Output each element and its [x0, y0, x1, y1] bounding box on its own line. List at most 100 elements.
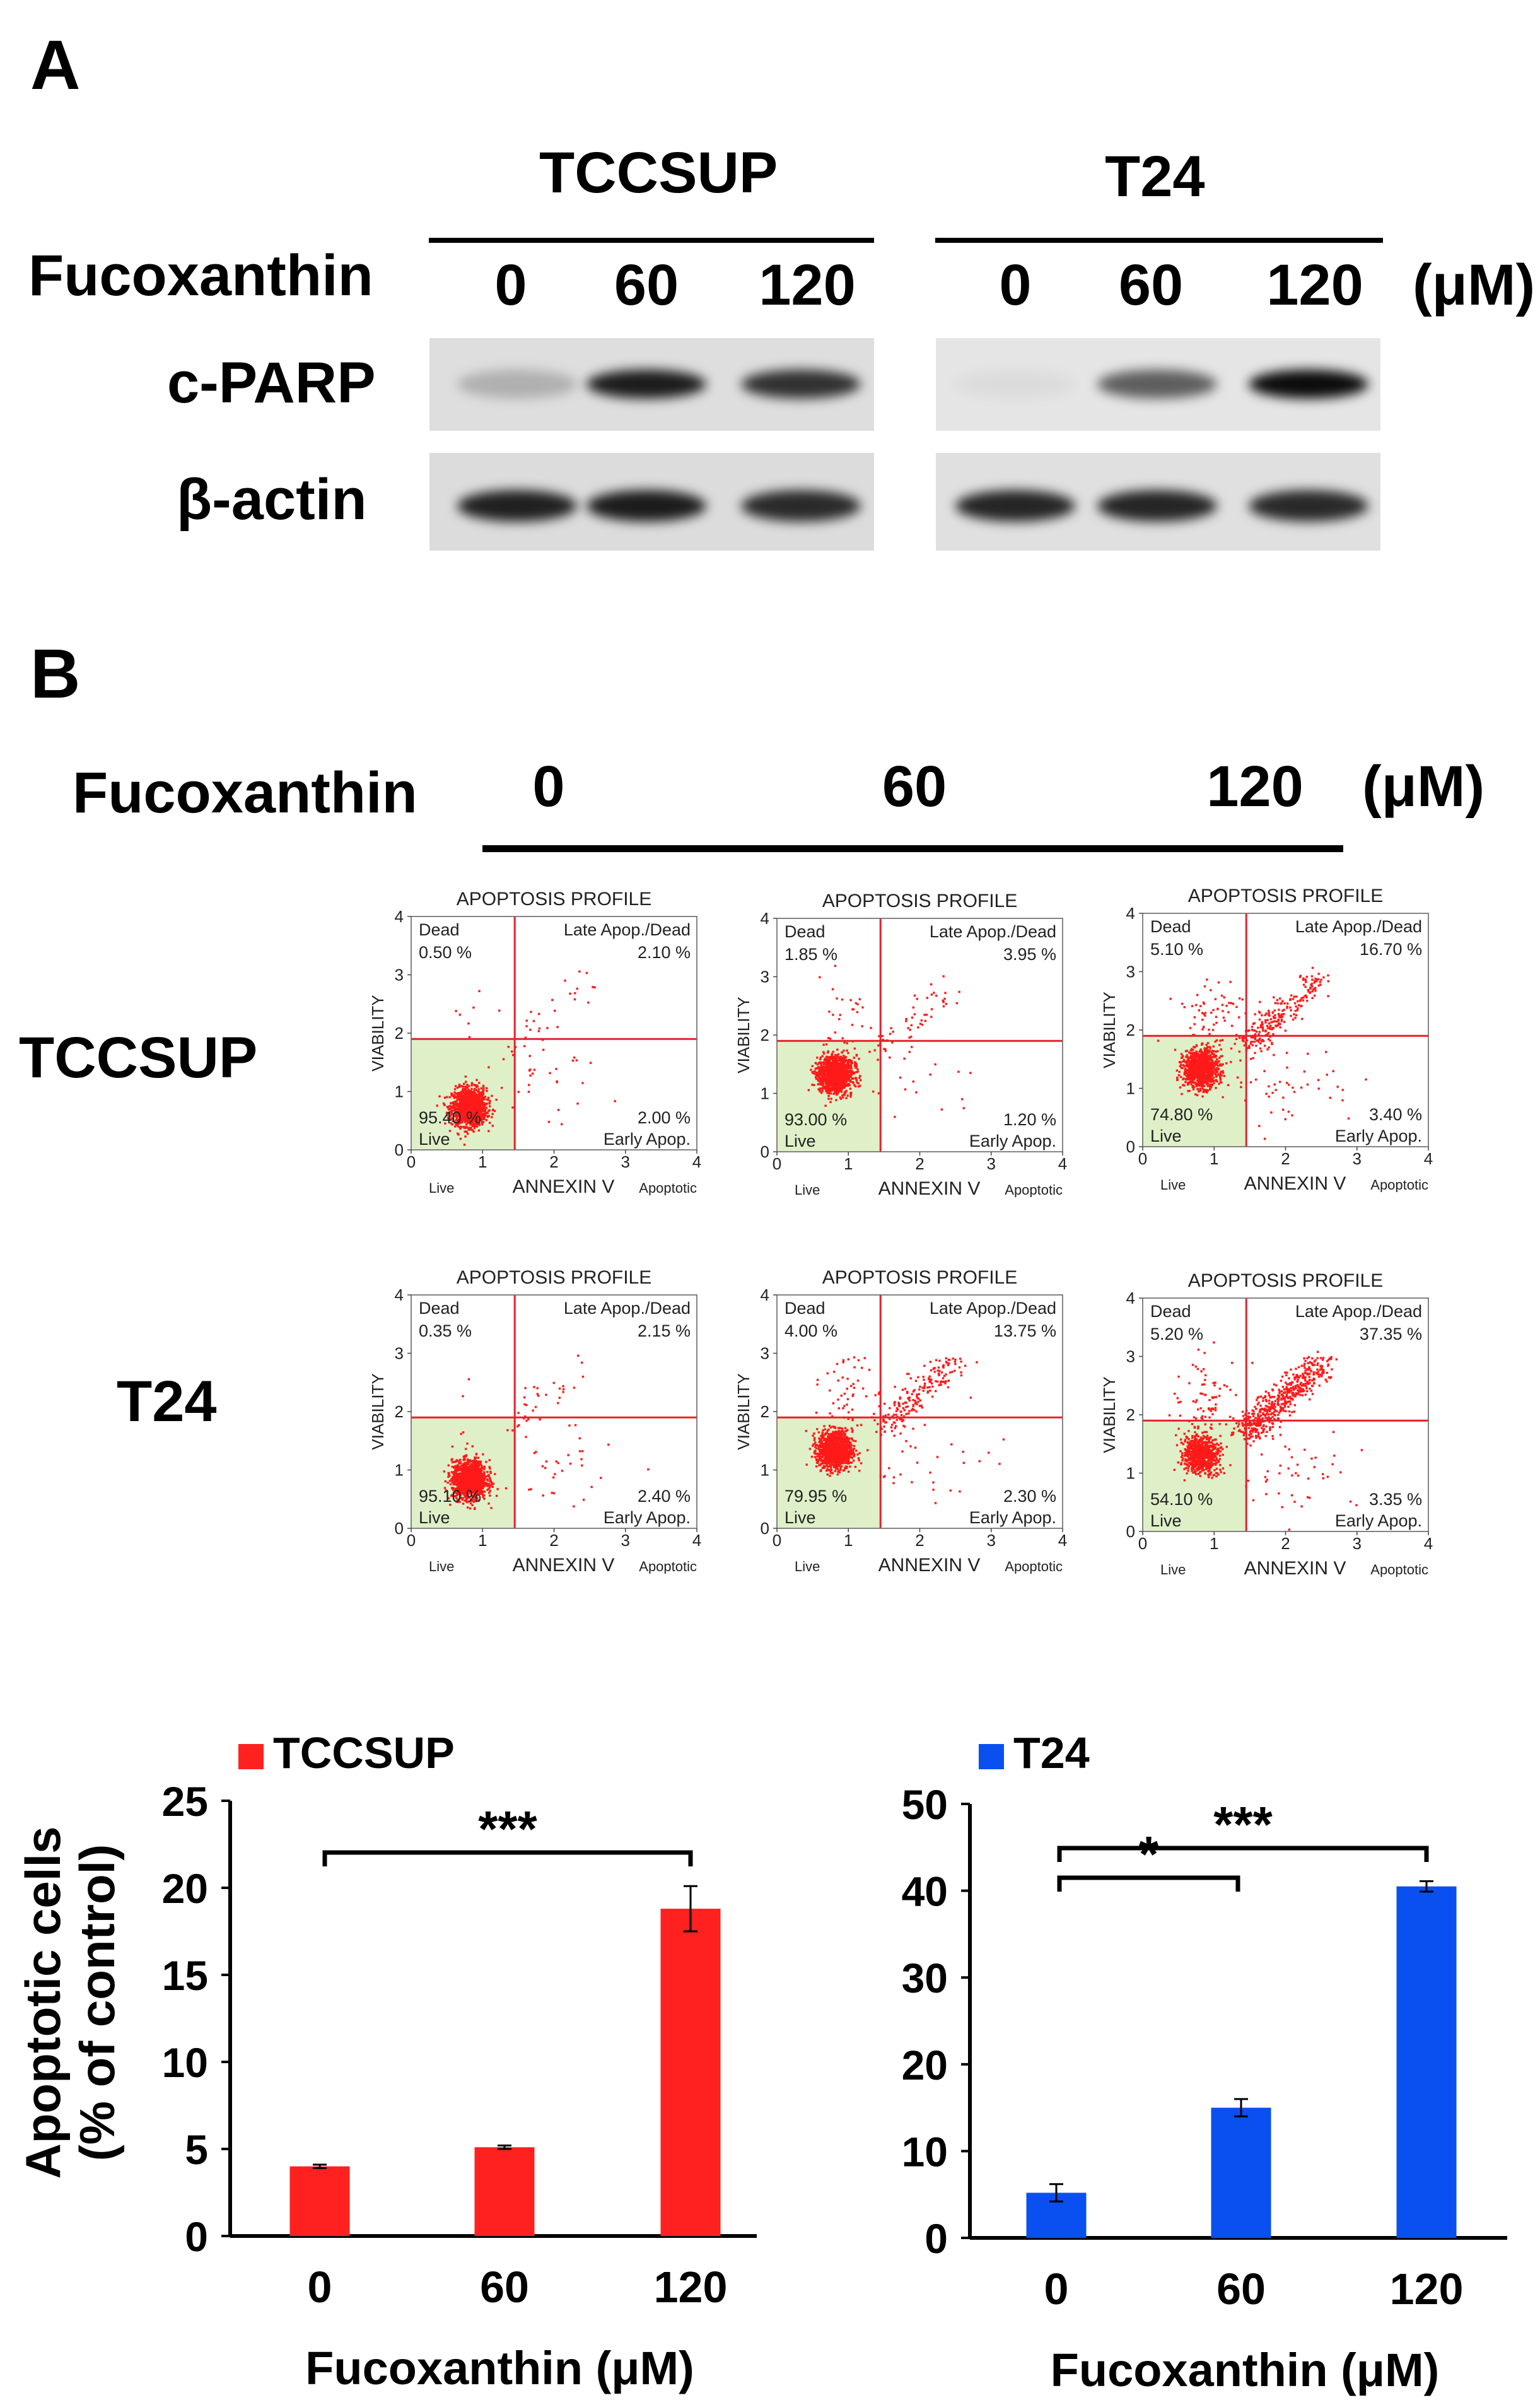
x-tick-label: 0 — [1044, 2264, 1069, 2314]
western-blot-svg — [429, 338, 1380, 551]
quadrant-live-value: 95.10 % — [419, 1487, 481, 1506]
quadrant-early-value: 1.20 % — [1003, 1110, 1056, 1129]
error-bar — [684, 1885, 697, 1933]
y-tick-label: 1 — [395, 1082, 404, 1101]
protein-label-actin: β-actin — [177, 467, 367, 532]
quadrant-dead-value: 0.50 % — [419, 943, 472, 962]
flow-x-left-label: Live — [795, 1182, 820, 1197]
y-tick-label: 1 — [395, 1461, 404, 1480]
western-band — [586, 370, 706, 399]
quadrant-late-value: 13.75 % — [994, 1321, 1056, 1340]
flow-dose: 120 — [1206, 754, 1304, 819]
quadrant-live-value: 79.95 % — [785, 1487, 847, 1506]
y-tick-label: 2 — [1126, 1021, 1135, 1039]
flow-dots — [436, 970, 616, 1146]
x-tick-label: 0 — [308, 2262, 332, 2312]
quadrant-dead-label: Dead — [785, 1299, 825, 1318]
western-dose: 60 — [614, 253, 679, 317]
x-tick-label: 4 — [692, 1152, 701, 1171]
y-tick-label: 3 — [395, 966, 404, 985]
quadrant-early-value: 3.35 % — [1369, 1490, 1422, 1509]
y-tick-label: 50 — [902, 1781, 948, 1828]
western-dose: 60 — [1118, 253, 1184, 317]
quadrant-dead-value: 1.85 % — [785, 945, 837, 964]
quadrant-live-label: Live — [419, 1508, 450, 1527]
flow-dots — [1157, 966, 1367, 1140]
error-bar — [1420, 1880, 1433, 1893]
flow-x-left-label: Live — [1160, 1562, 1186, 1577]
western-dose: 120 — [759, 253, 856, 317]
x-tick-label: 3 — [987, 1531, 996, 1550]
x-tick-label: 3 — [621, 1531, 630, 1550]
live-quadrant-shade — [411, 1039, 515, 1150]
flow-plot: 00 1 1 2 2 3 3 4 4 APOPTOSIS PROFILE VIABILITY ANNE… — [1100, 1270, 1433, 1577]
x-tick-label: 1 — [478, 1531, 487, 1550]
significance-label: * — [1139, 1826, 1159, 1882]
quadrant-early-value: 2.40 % — [638, 1487, 691, 1506]
x-tick-label: 0 — [1138, 1534, 1147, 1553]
western-band — [741, 490, 861, 522]
western-band — [1097, 490, 1217, 522]
y-tick-label: 0 — [395, 1140, 404, 1159]
western-treatment-label: Fucoxanthin — [28, 243, 373, 308]
y-tick-label: 1 — [761, 1461, 769, 1480]
x-tick-label: 1 — [844, 1154, 853, 1173]
y-tick-label: 1 — [1126, 1079, 1135, 1098]
y-tick-label: 3 — [1126, 1347, 1135, 1366]
quadrant-live-value: 74.80 % — [1150, 1105, 1213, 1124]
y-tick-label: 0 — [1126, 1522, 1135, 1541]
flow-x-right-label: Apoptotic — [1005, 1182, 1063, 1197]
x-tick-label: 0 — [407, 1531, 416, 1550]
flow-x-right-label: Apoptotic — [639, 1180, 697, 1195]
y-tick-label: 25 — [162, 1778, 208, 1825]
y-tick-label: 4 — [1126, 1289, 1135, 1308]
y-tick-label: 10 — [902, 2128, 948, 2175]
x-axis-title: Fucoxanthin (μM) — [1051, 2344, 1440, 2396]
quadrant-live-label: Live — [419, 1130, 450, 1149]
y-axis-title-line1: Apoptotic cells — [15, 1826, 71, 2179]
flow-x-label: ANNEXIN V — [878, 1555, 981, 1574]
western-dose: 120 — [1266, 253, 1363, 317]
quadrant-late-label: Late Apop./Dead — [1295, 917, 1422, 936]
quadrant-live-label: Live — [785, 1508, 816, 1527]
y-tick-label: 1 — [761, 1084, 769, 1103]
quadrant-early-label: Early Apop. — [1335, 1511, 1422, 1530]
quadrant-early-label: Early Apop. — [604, 1508, 691, 1527]
x-tick-label: 3 — [1353, 1534, 1362, 1553]
y-tick-label: 15 — [162, 1952, 208, 1999]
x-tick-label: 2 — [549, 1152, 558, 1171]
x-tick-label: 1 — [1210, 1149, 1218, 1168]
x-tick-label: 3 — [987, 1154, 996, 1173]
western-band — [741, 370, 861, 399]
flow-dots — [1168, 1341, 1363, 1531]
x-tick-label: 4 — [692, 1531, 701, 1550]
protein-label-cparp: c-PARP — [167, 351, 376, 415]
x-axis-title: Fucoxanthin (μM) — [305, 2342, 694, 2394]
panel-b-label: B — [30, 635, 81, 713]
significance-bracket — [1057, 1875, 1240, 1892]
flow-plot-title: APOPTOSIS PROFILE — [822, 891, 1018, 911]
x-tick-label: 4 — [1424, 1534, 1433, 1553]
y-tick-label: 2 — [395, 1024, 404, 1043]
x-tick-label: 1 — [844, 1531, 853, 1550]
y-tick-label: 4 — [761, 1285, 769, 1304]
bar — [660, 1909, 721, 2236]
flow-plot-title: APOPTOSIS PROFILE — [1188, 886, 1384, 906]
flow-x-label: ANNEXIN V — [513, 1555, 615, 1574]
western-band — [1097, 370, 1217, 399]
y-tick-label: 2 — [761, 1026, 769, 1045]
flow-y-label: VIABILITY — [734, 1373, 753, 1449]
bar — [474, 2147, 535, 2236]
y-tick-label: 0 — [925, 2215, 948, 2262]
y-tick-label: 2 — [395, 1402, 404, 1421]
x-tick-label: 2 — [915, 1154, 924, 1173]
quadrant-live-label: Live — [1150, 1127, 1182, 1145]
tccsup-group-line — [429, 238, 874, 243]
western-band — [1249, 490, 1368, 522]
y-tick-label: 4 — [395, 1285, 404, 1304]
x-tick-label: 60 — [480, 2262, 529, 2312]
y-tick-label: 30 — [902, 1955, 948, 2001]
x-tick-label: 0 — [773, 1531, 781, 1550]
quadrant-early-value: 2.00 % — [638, 1108, 691, 1127]
quadrant-late-label: Late Apop./Dead — [1295, 1302, 1422, 1321]
